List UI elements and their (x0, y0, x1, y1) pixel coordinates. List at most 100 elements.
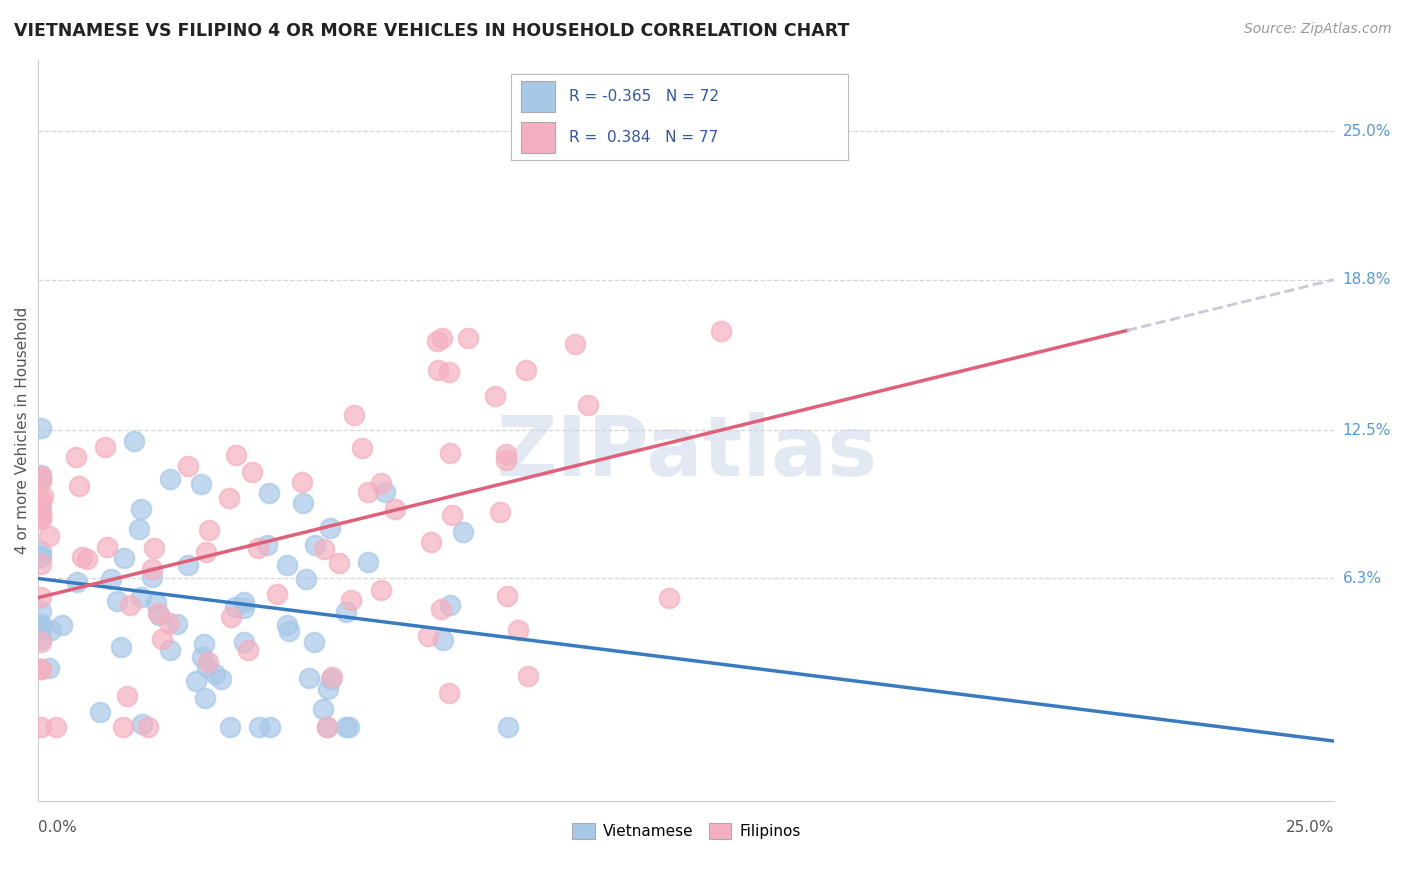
Point (495, 452, 517, 467)
Point (30, 544, 52, 558)
Point (193, 637, 215, 651)
Point (145, 596, 167, 610)
Point (204, 667, 226, 681)
Point (302, 634, 325, 648)
Point (129, 591, 152, 605)
Point (291, 496, 314, 510)
Point (148, 608, 170, 623)
Text: 0.0%: 0.0% (38, 820, 77, 835)
Point (146, 606, 169, 620)
Point (209, 672, 232, 686)
Point (298, 672, 321, 686)
Point (131, 717, 153, 731)
Point (426, 363, 449, 377)
Point (150, 632, 173, 646)
Point (67, 479, 90, 493)
Point (218, 720, 240, 734)
Text: 18.8%: 18.8% (1343, 272, 1391, 287)
Point (340, 592, 363, 607)
Point (191, 650, 214, 665)
Point (321, 670, 343, 684)
Point (418, 629, 440, 643)
Text: 25.0%: 25.0% (1343, 124, 1391, 139)
Point (197, 655, 219, 669)
Point (384, 502, 406, 516)
Text: ZIPatlas: ZIPatlas (496, 412, 877, 493)
Point (141, 562, 163, 576)
Point (128, 522, 150, 536)
Point (658, 591, 681, 605)
Point (440, 508, 463, 523)
Point (157, 616, 180, 631)
Point (489, 505, 512, 519)
Legend: Vietnamese, Filipinos: Vietnamese, Filipinos (567, 817, 807, 845)
Point (225, 449, 247, 463)
Point (118, 598, 141, 612)
Point (312, 702, 335, 716)
Point (38, 661, 60, 675)
Text: Source: ZipAtlas.com: Source: ZipAtlas.com (1244, 22, 1392, 37)
Point (374, 485, 396, 500)
Point (186, 673, 208, 688)
Point (564, 337, 586, 351)
Point (291, 475, 314, 490)
Point (111, 720, 134, 734)
Point (506, 623, 529, 637)
Point (122, 434, 145, 448)
Point (276, 558, 298, 573)
Point (30, 557, 52, 571)
Point (30, 468, 52, 483)
Point (350, 441, 373, 455)
Point (142, 541, 165, 555)
Point (419, 535, 441, 549)
Point (41, 623, 63, 637)
Point (439, 446, 461, 460)
Point (141, 570, 163, 584)
Point (370, 476, 392, 491)
Point (94, 440, 117, 454)
Point (316, 681, 339, 696)
Point (30, 590, 52, 604)
Point (30, 511, 52, 525)
Point (247, 720, 270, 734)
Point (30, 496, 52, 510)
Point (30, 549, 52, 564)
Point (304, 539, 326, 553)
Point (321, 672, 343, 686)
Point (195, 660, 218, 674)
Point (316, 720, 339, 734)
Point (177, 458, 200, 473)
Point (335, 720, 357, 734)
Point (30, 468, 52, 483)
Point (356, 555, 378, 569)
Point (30, 662, 52, 676)
Point (30, 620, 52, 634)
Point (314, 541, 336, 556)
Point (51, 618, 73, 632)
Point (224, 600, 246, 615)
Point (30, 421, 52, 435)
Point (318, 521, 340, 535)
Point (70, 549, 93, 564)
Point (432, 632, 454, 647)
Point (335, 605, 357, 619)
Point (451, 524, 474, 539)
Point (316, 720, 339, 734)
Point (66, 574, 89, 589)
Point (105, 594, 128, 608)
Point (218, 491, 240, 506)
Point (247, 541, 270, 555)
Point (343, 408, 366, 422)
Point (30, 492, 52, 507)
Point (437, 365, 460, 379)
Point (159, 472, 181, 486)
Text: 6.3%: 6.3% (1343, 571, 1382, 586)
Point (115, 689, 138, 703)
Point (439, 598, 461, 612)
Point (100, 572, 122, 586)
Point (219, 610, 242, 624)
Point (30, 634, 52, 648)
Point (30, 549, 52, 563)
Point (198, 523, 221, 537)
Point (30, 507, 52, 521)
